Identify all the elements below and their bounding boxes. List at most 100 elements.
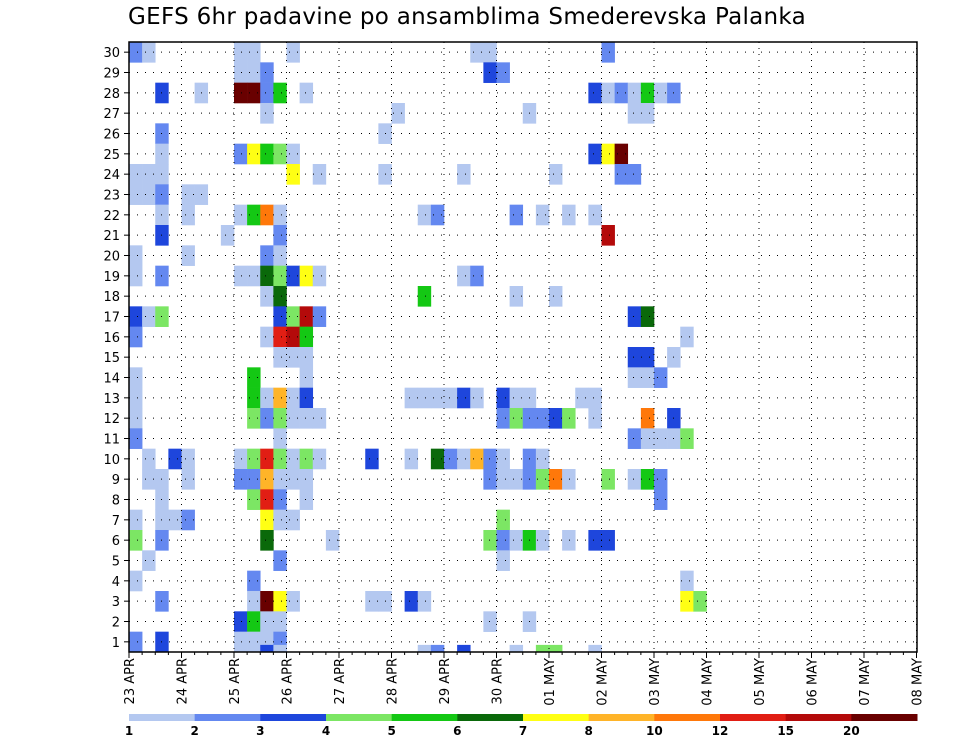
heatmap-cell — [509, 204, 524, 226]
heatmap-cell — [234, 631, 248, 653]
heatmap-cell — [640, 408, 655, 429]
heatmap-cell — [535, 644, 550, 653]
y-tick-label: 19 — [103, 270, 120, 285]
heatmap-cell — [273, 591, 287, 612]
heatmap-cell — [234, 143, 248, 165]
y-tick-label: 9 — [112, 473, 120, 488]
heatmap-cell — [273, 204, 287, 226]
heatmap-cells — [129, 42, 707, 653]
heatmap-cell — [273, 509, 287, 531]
y-tick-label: 21 — [103, 229, 120, 244]
heatmap-cell — [312, 265, 327, 287]
y-tick-label: 1 — [112, 636, 120, 651]
heatmap-cell — [273, 550, 287, 571]
heatmap-cell — [234, 469, 248, 490]
heatmap-cell — [588, 644, 602, 653]
heatmap-cell — [640, 103, 655, 124]
heatmap-cell — [286, 143, 300, 165]
heatmap-cell — [312, 448, 327, 470]
heatmap-cell — [273, 225, 287, 246]
heatmap-cell — [260, 611, 274, 632]
heatmap-cell — [247, 82, 261, 104]
heatmap-cell — [247, 631, 261, 653]
heatmap-cell — [286, 509, 300, 531]
heatmap-cell — [391, 103, 405, 124]
heatmap-cell — [496, 530, 510, 551]
colorbar-label: 7 — [519, 724, 527, 738]
heatmap-cell — [601, 143, 615, 165]
heatmap-cell — [627, 82, 642, 104]
y-tick-label: 14 — [103, 372, 120, 387]
heatmap-cell — [562, 469, 576, 490]
heatmap-cell — [588, 408, 602, 429]
heatmap-cell — [483, 530, 497, 551]
heatmap-cell — [181, 448, 195, 470]
heatmap-cell — [601, 225, 615, 246]
heatmap-cell — [417, 644, 432, 653]
heatmap-cell — [627, 347, 642, 368]
heatmap-cell — [470, 448, 484, 470]
heatmap-cell — [299, 347, 314, 368]
heatmap-cell — [562, 530, 576, 551]
heatmap-cell — [247, 448, 261, 470]
heatmap-cell — [680, 591, 694, 612]
heatmap-cell — [273, 347, 287, 368]
y-tick-label: 10 — [103, 453, 120, 468]
heatmap-cell — [549, 469, 563, 490]
heatmap-cell — [575, 387, 589, 409]
x-tick-label: 05 MAY — [753, 658, 768, 706]
x-tick-label: 28 APR — [386, 658, 401, 704]
heatmap-cell — [273, 286, 287, 307]
y-tick-label: 17 — [103, 311, 120, 326]
y-tick-label: 24 — [103, 168, 120, 183]
heatmap-cell — [640, 367, 655, 388]
heatmap-cell — [234, 62, 248, 83]
heatmap-cell — [129, 509, 143, 531]
heatmap-cell — [509, 387, 524, 409]
heatmap-cell — [129, 164, 143, 185]
heatmap-cell — [286, 469, 300, 490]
heatmap-cell — [640, 82, 655, 104]
heatmap-cell — [247, 387, 261, 409]
colorbar-label: 15 — [777, 724, 794, 738]
heatmap-cell — [234, 611, 248, 632]
y-tick-label: 2 — [112, 616, 120, 631]
heatmap-cell — [496, 62, 510, 83]
y-tick-label: 6 — [112, 534, 120, 549]
heatmap-cell — [627, 367, 642, 388]
heatmap-cell — [509, 469, 524, 490]
heatmap-cell — [247, 265, 261, 287]
heatmap-cell — [247, 143, 261, 165]
colorbar-swatch — [785, 714, 852, 721]
heatmap-cell — [417, 591, 432, 612]
heatmap-cell — [247, 469, 261, 490]
heatmap-cell — [260, 489, 274, 510]
heatmap-cell — [562, 204, 576, 226]
heatmap-cell — [299, 489, 314, 510]
heatmap-cell — [142, 448, 156, 470]
heatmap-cell — [535, 530, 550, 551]
heatmap-cell — [129, 326, 143, 348]
heatmap-cell — [234, 265, 248, 287]
heatmap-cell — [220, 225, 235, 246]
heatmap-cell — [129, 265, 143, 287]
heatmap-cell — [273, 245, 287, 266]
x-tick-label: 08 MAY — [911, 658, 926, 706]
heatmap-cell — [693, 591, 707, 612]
heatmap-cell — [286, 42, 300, 63]
grid-lines — [129, 42, 917, 652]
heatmap-cell — [273, 489, 287, 510]
heatmap-cell — [247, 591, 261, 612]
heatmap-cell — [273, 469, 287, 490]
heatmap-cell — [129, 387, 143, 409]
heatmap-cell — [286, 591, 300, 612]
heatmap-cell — [457, 644, 471, 653]
heatmap-cell — [260, 265, 274, 287]
heatmap-cell — [129, 570, 143, 592]
heatmap-cell — [430, 644, 445, 653]
heatmap-cell — [260, 509, 274, 531]
colorbar-label: 5 — [387, 724, 395, 738]
colorbar-swatch — [260, 714, 327, 721]
colorbar-swatch — [851, 714, 918, 721]
heatmap-cell — [286, 387, 300, 409]
